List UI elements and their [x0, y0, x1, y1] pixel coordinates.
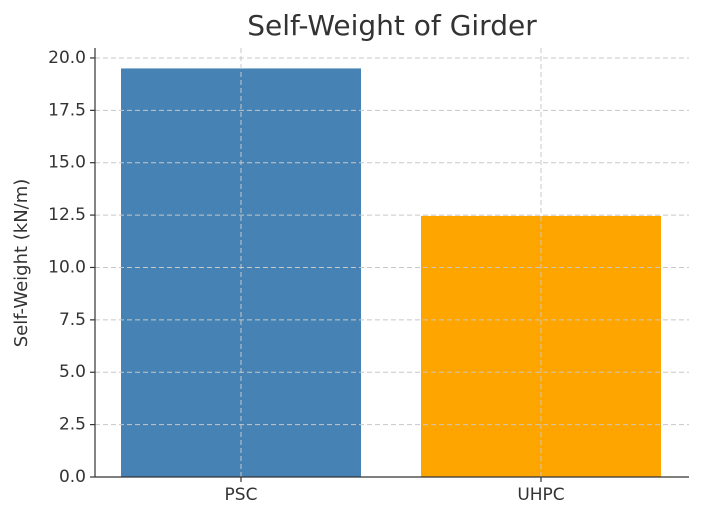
x-tick-label: PSC — [225, 485, 258, 505]
y-tick-label: 10.0 — [48, 257, 86, 277]
x-tick-label: UHPC — [517, 485, 564, 505]
y-tick-label: 5.0 — [59, 362, 86, 382]
y-tick-label: 0.0 — [59, 467, 86, 487]
y-tick-label: 12.5 — [48, 205, 86, 225]
chart-title: Self-Weight of Girder — [247, 9, 537, 42]
y-tick-label: 15.0 — [48, 153, 86, 173]
y-tick-label: 17.5 — [48, 100, 86, 120]
y-axis-label: Self-Weight (kN/m) — [11, 179, 32, 348]
y-tick-label: 20.0 — [48, 48, 86, 68]
y-tick-label: 7.5 — [59, 310, 86, 330]
y-tick-label: 2.5 — [59, 415, 86, 435]
